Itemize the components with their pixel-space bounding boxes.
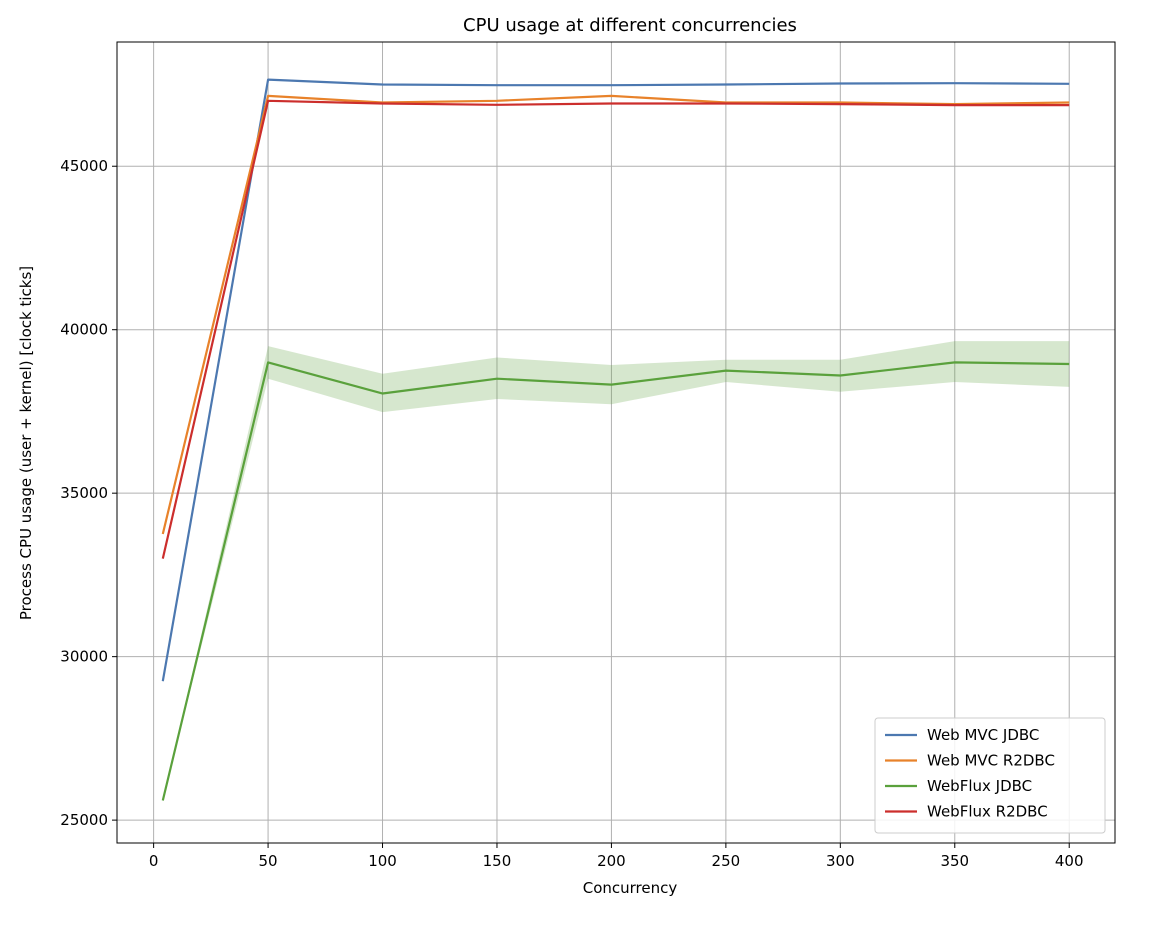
y-tick-label: 40000 (60, 321, 108, 339)
x-tick-label: 300 (826, 852, 855, 870)
legend-label: Web MVC JDBC (927, 726, 1039, 744)
x-axis-label: Concurrency (583, 879, 678, 897)
y-tick-label: 35000 (60, 484, 108, 502)
legend: Web MVC JDBC Web MVC R2DBC WebFlux JDBC Web… (874, 717, 1106, 834)
plot-frame (116, 41, 1116, 844)
y-tick-label: 30000 (60, 648, 108, 666)
legend-label: WebFlux JDBC (927, 777, 1032, 795)
legend-label: Web MVC R2DBC (927, 752, 1055, 770)
y-tick-label: 45000 (60, 157, 108, 175)
legend-label: WebFlux R2DBC (927, 803, 1048, 821)
x-tick-label: 150 (483, 852, 512, 870)
series-line (161, 361, 1070, 801)
x-tick-label: 350 (940, 852, 969, 870)
x-tick-label: 400 (1055, 852, 1084, 870)
series-line (161, 99, 1070, 559)
series-line (161, 94, 1070, 535)
chart-title: CPU usage at different concurrencies (463, 15, 797, 36)
x-tick-label: 50 (259, 852, 278, 870)
x-tick-label: 0 (149, 852, 159, 870)
x-tick-label: 250 (712, 852, 741, 870)
series-line (161, 78, 1070, 682)
x-tick-label: 200 (597, 852, 626, 870)
y-tick-label: 25000 (60, 811, 108, 829)
x-tick-label: 100 (368, 852, 397, 870)
axis-ticks: 0 50 100 150 200 250 300 350 400 25000 30000 35000 4… (60, 157, 1083, 870)
y-axis-label: Process CPU usage (user + kernel) [clock… (17, 266, 35, 620)
series-lines (161, 78, 1070, 801)
legend-box (874, 717, 1106, 834)
